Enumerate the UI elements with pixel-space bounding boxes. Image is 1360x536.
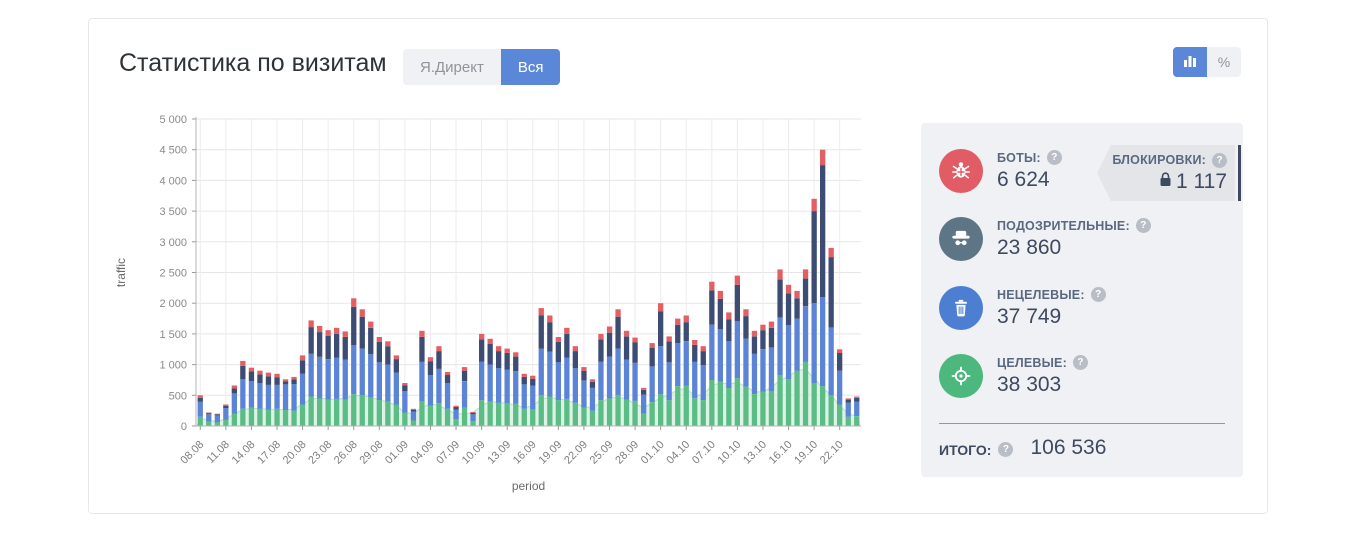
svg-text:28.09: 28.09 [613, 439, 641, 467]
stat-bots-value: 6 624 [997, 168, 1050, 191]
help-icon[interactable] [1212, 152, 1227, 168]
svg-text:01.09: 01.09 [383, 439, 411, 467]
stat-suspicious-row: ПОДОЗРИТЕЛЬНЫЕ: 23 860 [939, 217, 1151, 261]
view-toggle-chart[interactable] [1173, 47, 1207, 77]
page-title: Статистика по визитам [119, 49, 387, 77]
svg-text:16.10: 16.10 [767, 439, 795, 467]
blocked-badge-bar [1238, 145, 1241, 201]
svg-text:25.09: 25.09 [588, 439, 616, 467]
stat-suspicious-value: 23 860 [997, 236, 1062, 259]
blocked-badge: БЛОКИРОВКИ: 1 117 [1097, 145, 1235, 201]
stat-bots-row: БОТЫ: 6 624 [939, 149, 1062, 193]
target-icon [939, 354, 983, 398]
svg-text:29.08: 29.08 [357, 439, 385, 467]
svg-text:23.08: 23.08 [306, 439, 334, 467]
svg-text:19.09: 19.09 [537, 439, 565, 467]
stats-panel: БОТЫ: 6 624 БЛОКИРОВКИ: 1 117 [921, 123, 1243, 477]
svg-text:22.10: 22.10 [818, 439, 846, 467]
stat-bots-label: БОТЫ: [997, 150, 1041, 165]
help-icon[interactable] [998, 442, 1014, 457]
svg-text:2 500: 2 500 [159, 268, 187, 280]
svg-text:13.09: 13.09 [485, 439, 513, 467]
visits-stats-card: Статистика по визитам Я.Директ Вся % 0 50… [88, 18, 1268, 514]
svg-text:07.09: 07.09 [434, 439, 462, 467]
stat-total-value: 106 536 [1030, 436, 1107, 459]
source-toggle: Я.Директ Вся [403, 49, 561, 85]
source-toggle-yadirect[interactable]: Я.Директ [403, 49, 501, 85]
view-toggle-percent[interactable]: % [1207, 47, 1241, 77]
svg-text:1 500: 1 500 [159, 329, 187, 341]
svg-text:20.08: 20.08 [281, 439, 309, 467]
svg-text:2 000: 2 000 [159, 298, 187, 310]
svg-text:04.09: 04.09 [409, 439, 437, 467]
stat-targeted-value: 38 303 [997, 373, 1062, 396]
svg-text:500: 500 [169, 390, 187, 402]
svg-text:3 000: 3 000 [159, 237, 187, 249]
svg-text:10.10: 10.10 [716, 439, 744, 467]
stat-suspicious-label: ПОДОЗРИТЕЛЬНЫЕ: [997, 218, 1130, 233]
stat-untargeted-row: НЕЦЕЛЕВЫЕ: 37 749 [939, 286, 1106, 330]
help-icon[interactable] [1046, 150, 1062, 165]
blocked-value: 1 117 [1176, 169, 1227, 193]
svg-text:period: period [512, 479, 545, 493]
stat-total-row: ИТОГО: 106 536 [939, 436, 1107, 460]
view-mode-toggle: % [1173, 47, 1241, 77]
svg-text:11.08: 11.08 [205, 439, 232, 466]
blocked-label: БЛОКИРОВКИ: [1112, 153, 1206, 167]
svg-text:04.10: 04.10 [664, 439, 692, 467]
trash-icon [939, 286, 983, 330]
svg-text:1 000: 1 000 [159, 360, 187, 372]
svg-text:08.08: 08.08 [178, 439, 206, 467]
source-toggle-all[interactable]: Вся [500, 49, 561, 85]
help-icon[interactable] [1135, 218, 1151, 233]
stat-untargeted-label: НЕЦЕЛЕВЫЕ: [997, 287, 1085, 302]
spy-icon [939, 217, 983, 261]
svg-text:14.08: 14.08 [230, 439, 258, 467]
svg-text:0: 0 [181, 421, 187, 433]
svg-text:26.08: 26.08 [332, 439, 360, 467]
help-icon[interactable] [1090, 287, 1106, 302]
stat-untargeted-value: 37 749 [997, 305, 1062, 328]
svg-text:01.10: 01.10 [639, 439, 667, 467]
bar-chart-icon [1183, 54, 1197, 70]
svg-text:3 500: 3 500 [159, 206, 187, 218]
help-icon[interactable] [1072, 355, 1088, 370]
stat-targeted-row: ЦЕЛЕВЫЕ: 38 303 [939, 354, 1088, 398]
svg-text:5 000: 5 000 [159, 114, 187, 126]
svg-text:07.10: 07.10 [690, 439, 718, 467]
visits-chart: 0 500 1 000 1 500 2 000 2 500 3 000 3 500 4 000 4… [109, 107, 919, 507]
svg-text:17.08: 17.08 [255, 439, 283, 467]
bug-icon [939, 149, 983, 193]
stats-divider [939, 423, 1225, 424]
svg-text:4 500: 4 500 [159, 145, 187, 157]
stat-targeted-label: ЦЕЛЕВЫЕ: [997, 355, 1067, 370]
svg-text:traffic: traffic [114, 258, 128, 287]
svg-text:22.09: 22.09 [562, 439, 590, 467]
svg-text:10.09: 10.09 [460, 439, 488, 467]
svg-text:19.10: 19.10 [792, 439, 820, 467]
lock-icon [1159, 171, 1172, 192]
svg-text:13.10: 13.10 [741, 439, 769, 467]
svg-text:16.09: 16.09 [511, 439, 539, 467]
stat-total-label: ИТОГО: [939, 441, 992, 458]
svg-text:4 000: 4 000 [159, 175, 187, 187]
